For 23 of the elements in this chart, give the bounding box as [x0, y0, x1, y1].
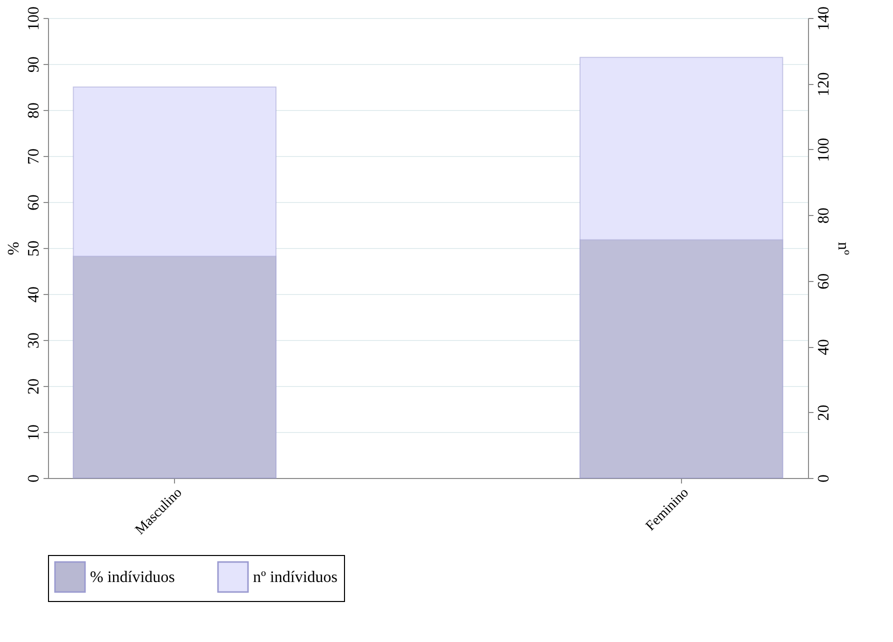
y2-tick-label: 140 — [816, 6, 832, 30]
y-tick-label: 100 — [26, 6, 42, 30]
legend-label: nº indíviduos — [253, 569, 338, 586]
y-tick-label: 80 — [26, 102, 42, 118]
y-tick-label: 50 — [26, 240, 42, 256]
y-tick-label: 0 — [26, 474, 42, 482]
y-tick-label: 70 — [26, 148, 42, 164]
y2-tick-label: 60 — [816, 273, 832, 290]
y2-axis-title: nº — [834, 242, 852, 256]
y2-tick-label: 40 — [816, 339, 832, 356]
y2-tick-label: 80 — [816, 208, 832, 224]
y2-tick-label: 20 — [816, 404, 832, 421]
legend-label: % indíviduos — [90, 569, 175, 586]
y-tick-label: 90 — [26, 56, 42, 72]
y-axis-title: % — [6, 242, 22, 256]
y-tick-label: 30 — [26, 332, 42, 348]
y2-tick-label: 0 — [816, 474, 832, 482]
y2-tick-label: 120 — [816, 72, 832, 96]
y2-tick-label: 100 — [816, 138, 832, 162]
y-tick-label: 10 — [26, 424, 42, 440]
y-tick-label: 60 — [26, 194, 42, 210]
y-tick-label: 20 — [26, 378, 42, 394]
y-tick-label: 40 — [26, 286, 42, 302]
